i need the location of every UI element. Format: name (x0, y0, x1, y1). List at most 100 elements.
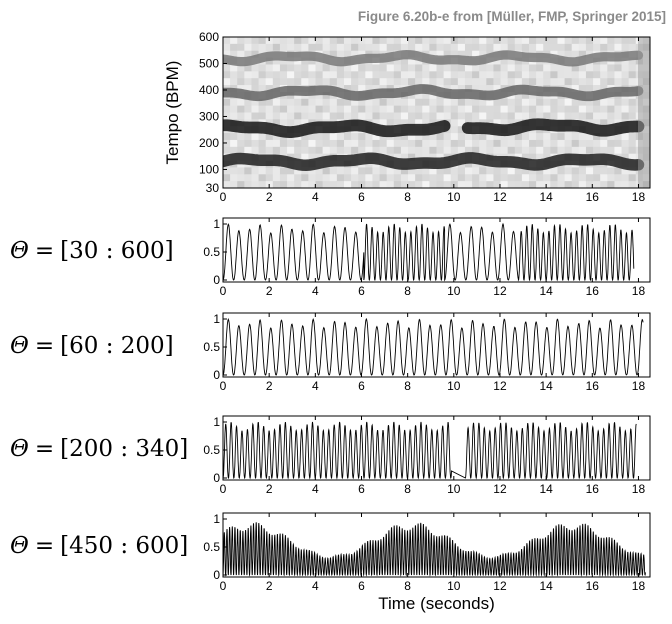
tempogram-cell (543, 139, 551, 148)
tempogram-cell (408, 153, 416, 162)
tempogram-cell (429, 112, 437, 120)
tempogram-cell (514, 57, 523, 65)
tempogram-cell (464, 64, 473, 72)
tempogram-cell (571, 43, 580, 52)
tempogram-cell (621, 167, 630, 175)
tempogram-cell (287, 174, 295, 182)
tempogram-cell (336, 167, 345, 175)
tempogram-cell (529, 98, 537, 107)
tempogram-cell (600, 43, 608, 52)
tempogram-cell (351, 167, 359, 175)
tempogram-cell (493, 105, 502, 113)
tempogram-cell (543, 71, 551, 79)
tempogram-cell (571, 146, 580, 155)
tempogram-cell (450, 78, 459, 86)
tempogram-cell (258, 43, 267, 52)
tempogram-cell (457, 167, 466, 175)
tempogram-cell (543, 78, 551, 86)
tempogram-cell (393, 64, 402, 72)
tempogram-cell (564, 43, 573, 52)
tempogram-cell (607, 112, 615, 120)
tempogram-cell (223, 98, 231, 107)
tempogram-cell (479, 133, 487, 141)
tempogram-cell (386, 119, 395, 127)
tempogram-cell (308, 64, 317, 72)
tempogram-cell (351, 98, 359, 107)
chart-0-xtick-label: 10 (447, 190, 461, 204)
tempogram-cell (593, 64, 601, 72)
tempogram-cell (329, 105, 338, 113)
tempogram-cell (329, 174, 338, 182)
tempogram-cell (315, 78, 324, 86)
tempogram-cell (400, 98, 409, 107)
tempogram-cell (472, 37, 480, 45)
tempogram-cell (301, 98, 309, 107)
tempogram-cell (585, 98, 594, 107)
tempogram-cell (429, 43, 437, 52)
tempogram-cell (343, 37, 352, 45)
tempogram-cell (543, 112, 551, 120)
tempogram-cell (294, 43, 302, 52)
tempogram-cell (550, 71, 558, 79)
tempogram-cell (550, 112, 558, 120)
tempogram-cell (351, 43, 359, 52)
tempogram-cell (607, 146, 615, 155)
tempogram-cell (514, 112, 523, 120)
tempogram-cell (571, 181, 580, 188)
tempogram-cell (415, 64, 423, 72)
tempogram-cell (486, 98, 494, 107)
tempogram-cell (450, 167, 459, 175)
tempogram-cell (543, 153, 551, 162)
tempogram-cell (358, 43, 366, 52)
tempogram-cell (308, 43, 317, 52)
tempogram-cell (521, 91, 530, 100)
tempogram-cell (351, 181, 359, 188)
curve-ytick-label: 0 (213, 273, 220, 287)
tempogram-cell (429, 71, 437, 79)
tempogram-axes-box (222, 36, 651, 189)
tempogram-cell (379, 139, 388, 148)
tempogram-cell (408, 167, 416, 175)
tempogram-cell (564, 78, 573, 86)
tempogram-cell (514, 139, 523, 148)
tempogram-cell (507, 71, 516, 79)
chart-3-xtick-label: 8 (404, 482, 411, 496)
tempogram-cell (343, 133, 352, 141)
tempogram-cell (272, 37, 281, 45)
chart-1-xtick-label: 8 (404, 284, 411, 298)
tempogram-cell (500, 146, 509, 155)
tempogram-cell (486, 112, 494, 120)
tempogram-cell (536, 146, 544, 155)
tempogram-cell (500, 139, 509, 148)
tempogram-cell (536, 43, 544, 52)
theta-label: Θ = [60 : 200] (10, 333, 174, 359)
tempogram-cell (529, 91, 537, 100)
time-axis-label: Time (seconds) (378, 594, 495, 613)
tempogram-cell (536, 153, 544, 162)
tempogram-cell (415, 112, 423, 120)
tempogram-cell (294, 146, 302, 155)
tempogram-cell (372, 43, 381, 52)
tempogram-cell (301, 139, 309, 148)
tempogram-cell (628, 57, 637, 65)
tempogram-cell (593, 71, 601, 79)
tempogram-cell (436, 37, 445, 45)
chart-3-xtick-label: 0 (220, 482, 227, 496)
tempogram-cell (614, 112, 623, 120)
tempogram-cell (415, 98, 423, 107)
chart-2-xtick-label: 14 (539, 379, 553, 393)
tempogram-cell (564, 112, 573, 120)
tempogram-cell (272, 133, 281, 141)
tempogram-cell (443, 78, 452, 86)
tempogram-cell (450, 105, 459, 113)
tempogram-cell (443, 139, 452, 148)
tempogram-cell (365, 160, 373, 168)
tempogram-cell (365, 174, 373, 182)
tempogram-cell (429, 153, 437, 162)
theta-equals: = (35, 533, 54, 559)
tempogram-cell (450, 85, 459, 93)
tempogram-cell (322, 181, 331, 188)
tempogram-cell (472, 105, 480, 113)
tempogram-cell (450, 181, 459, 188)
tempogram-cell (386, 43, 395, 52)
